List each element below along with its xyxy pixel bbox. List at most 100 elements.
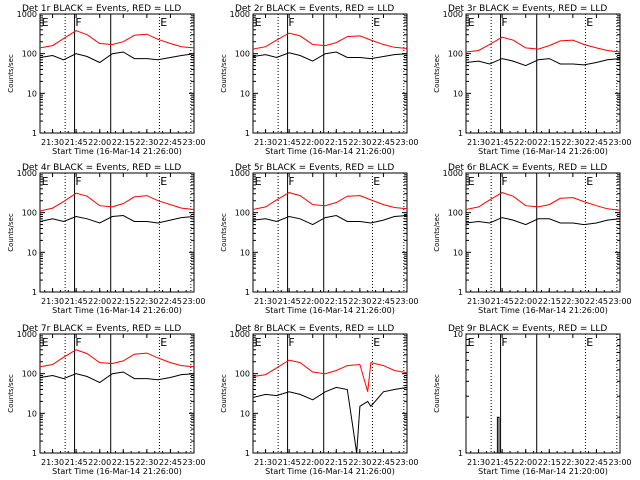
x-tick-label: 22:15: [112, 138, 135, 147]
y-tick-label: 1000: [17, 169, 37, 178]
chart-title: Det 3r BLACK = Events, RED = LLD: [448, 4, 607, 14]
series-group: [253, 32, 407, 62]
chart-title: Det 4r BLACK = Events, RED = LLD: [22, 163, 181, 173]
plot-frame: [39, 13, 195, 134]
y-tick-label: 1: [245, 449, 250, 458]
x-tick-label: 23:00: [182, 138, 205, 147]
series-group: [40, 30, 194, 64]
x-tick-label: 23:00: [182, 458, 205, 467]
event-annotation: E: [373, 175, 380, 188]
y-tick-label: 1: [245, 288, 250, 297]
series-line-events: [40, 371, 194, 384]
chart-panel: Det 3r BLACK = Events, RED = LLD 21:30 21:…: [433, 4, 632, 156]
event-annotation: E: [468, 336, 475, 349]
event-annotation: E: [160, 16, 167, 29]
x-tick-label: 22:15: [538, 458, 561, 467]
y-tick-label: 1000: [230, 330, 250, 339]
chart-title: Det 6r BLACK = Events, RED = LLD: [448, 163, 607, 173]
x-tick-label: 21:45: [491, 297, 514, 306]
series-line-events: [253, 51, 407, 62]
y-tick-label: 1: [458, 129, 463, 138]
plot-frame: [39, 333, 195, 454]
event-annotation: E: [42, 16, 49, 29]
event-annotation: E: [160, 336, 167, 349]
y-tick-label: 100: [235, 209, 250, 218]
x-tick-label: 22:30: [561, 297, 584, 306]
y-axis-label: Counts/sec: [433, 213, 441, 252]
y-tick-label: 10: [453, 330, 463, 339]
series-line-events: [466, 58, 620, 67]
x-tick-label: 22:00: [301, 458, 324, 467]
chart-panel: Det 5r BLACK = Events, RED = LLD 21:30 21:…: [220, 163, 419, 315]
x-tick-label: 23:00: [182, 297, 205, 306]
chart-panel: Det 2r BLACK = Events, RED = LLD 21:30 21:…: [220, 4, 419, 156]
y-tick-label: 10: [27, 248, 37, 257]
x-axis-label: Start Time (16-Mar-14 21:26:00): [265, 467, 395, 476]
x-tick-label: 21:30: [41, 458, 64, 467]
y-tick-label: 1000: [443, 169, 463, 178]
plot-frame: [39, 172, 195, 293]
series-line-events: [40, 214, 194, 224]
y-tick-label: 10: [453, 248, 463, 257]
x-tick-label: 22:30: [348, 458, 371, 467]
y-tick-label: 100: [235, 50, 250, 59]
x-tick-label: 21:45: [278, 138, 301, 147]
event-annotation: E: [42, 175, 49, 188]
y-tick-label: 100: [448, 209, 463, 218]
y-axis-label: Counts/sec: [220, 54, 228, 93]
x-tick-label: 21:30: [41, 297, 64, 306]
x-tick-label: 21:45: [65, 138, 88, 147]
x-tick-label: 22:00: [301, 297, 324, 306]
y-axis-label: Counts/sec: [7, 54, 15, 93]
x-tick-label: 22:00: [88, 138, 111, 147]
chart-title: Det 1r BLACK = Events, RED = LLD: [22, 4, 181, 14]
event-annotation: E: [160, 175, 167, 188]
event-annotation: F: [288, 16, 294, 29]
chart-panel: Det 1r BLACK = Events, RED = LLD 21:30 21:…: [7, 4, 206, 156]
series-line-events: [466, 217, 620, 226]
x-tick-label: 22:45: [159, 458, 182, 467]
series-group: [253, 359, 407, 453]
x-tick-label: 22:00: [514, 458, 537, 467]
chart-title: Det 2r BLACK = Events, RED = LLD: [235, 4, 394, 14]
x-tick-label: 22:15: [112, 297, 135, 306]
x-tick-label: 21:30: [254, 138, 277, 147]
y-tick-label: 1000: [443, 10, 463, 19]
y-axis-label: Counts/sec: [7, 374, 15, 413]
x-axis-label: Start Time (16-Mar-14 21:26:00): [265, 147, 395, 156]
x-tick-label: 21:30: [467, 297, 490, 306]
y-tick-label: 100: [22, 370, 37, 379]
series-line-events: [253, 214, 407, 226]
x-tick-label: 21:30: [467, 138, 490, 147]
y-tick-label: 1000: [230, 10, 250, 19]
x-axis-label: Start Time (16-Mar-14 21:20:00): [478, 467, 608, 476]
chart-title: Det 5r BLACK = Events, RED = LLD: [235, 163, 394, 173]
x-tick-label: 22:30: [348, 297, 371, 306]
series-group: [253, 192, 407, 226]
chart-panel: Det 8r BLACK = Events, RED = LLD 21:30 21:…: [220, 324, 419, 476]
x-tick-label: 22:30: [135, 458, 158, 467]
x-tick-label: 23:00: [395, 297, 418, 306]
x-tick-label: 23:00: [608, 138, 631, 147]
chart-panel: Det 9r BLACK = Events, RED = LLD 21:30 21:…: [433, 324, 632, 476]
x-tick-label: 22:45: [585, 297, 608, 306]
event-annotation: E: [468, 175, 475, 188]
series-line-lld: [466, 192, 620, 211]
series-group: [40, 349, 194, 384]
x-tick-label: 22:45: [159, 138, 182, 147]
chart-panel: Det 7r BLACK = Events, RED = LLD 21:30 21:…: [7, 324, 206, 476]
y-axis-label: Counts/sec: [220, 374, 228, 413]
x-tick-label: 22:30: [561, 138, 584, 147]
series-line-lld: [253, 32, 407, 50]
series-line-lld: [40, 349, 194, 368]
x-tick-label: 21:30: [254, 297, 277, 306]
y-tick-label: 10: [240, 89, 250, 98]
y-tick-label: 100: [235, 370, 250, 379]
y-tick-label: 1: [32, 288, 37, 297]
x-tick-label: 22:00: [514, 138, 537, 147]
event-annotation: F: [288, 175, 294, 188]
y-tick-label: 10: [27, 89, 37, 98]
chart-panel: Det 4r BLACK = Events, RED = LLD 21:30 21:…: [7, 163, 206, 315]
x-tick-label: 21:30: [254, 458, 277, 467]
event-annotation: F: [75, 16, 81, 29]
